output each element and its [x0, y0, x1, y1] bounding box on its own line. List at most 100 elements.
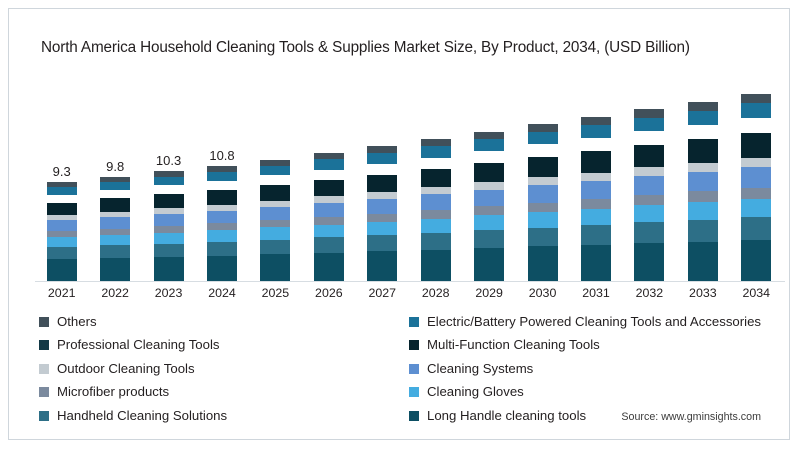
bar-segment [741, 157, 772, 168]
bar-segment [687, 220, 718, 242]
bar-segment [260, 175, 290, 185]
bar-segment [100, 190, 130, 198]
legend-item[interactable]: Outdoor Cleaning Tools [39, 361, 195, 377]
bar-segment [527, 131, 558, 145]
legend-label: Handheld Cleaning Solutions [57, 407, 228, 423]
bar-segment [741, 94, 772, 104]
legend-item[interactable]: Cleaning Gloves [409, 384, 524, 400]
bar-segment [46, 181, 77, 187]
bar-segment [527, 177, 558, 186]
bar-segment [528, 144, 558, 157]
bar-segment [313, 224, 344, 238]
bar-segment [100, 257, 131, 281]
bar-segment [46, 215, 77, 221]
bar-2033[interactable] [687, 101, 718, 281]
bar-segment [634, 194, 665, 206]
bar-segment [687, 101, 718, 111]
bar-segment [367, 213, 398, 222]
bar-2025[interactable] [260, 159, 291, 281]
bar-2031[interactable] [581, 116, 611, 281]
legend-item[interactable]: Cleaning Systems [409, 361, 533, 377]
bar-segment [687, 191, 718, 203]
x-axis-tick-labels: 2021 2022 2023 2024 2025 2026 2027 2028 2029 2030… [35, 286, 783, 306]
x-tick-2027: 2027 [368, 286, 397, 300]
legend-item[interactable]: Handheld Cleaning Solutions [39, 408, 227, 424]
legend-item[interactable]: Electric/Battery Powered Cleaning Tools … [409, 314, 761, 330]
bar-segment [474, 151, 504, 163]
bar-segment [581, 180, 611, 199]
bar-2024[interactable]: 10.8 [207, 148, 237, 281]
x-tick-2023: 2023 [154, 286, 183, 300]
legend-item[interactable]: Microfiber products [39, 384, 169, 400]
bar-segment [100, 234, 131, 246]
bar-segment [207, 189, 237, 205]
bar-2028[interactable] [420, 139, 451, 281]
bar-segment [367, 235, 398, 252]
bar-segment [153, 243, 184, 257]
x-tick-2025: 2025 [261, 286, 290, 300]
bar-segment [474, 162, 505, 183]
bar-segment [153, 232, 184, 244]
bar-2029[interactable] [474, 131, 505, 281]
legend-item[interactable]: Professional Cleaning Tools [39, 337, 220, 353]
legend-swatch-icon [39, 340, 49, 351]
bar-segment [46, 247, 77, 260]
legend-swatch-icon [409, 340, 419, 351]
bar-segment [420, 232, 451, 250]
bar-segment [634, 176, 665, 195]
bar-segment [153, 256, 184, 281]
bar-segment [421, 158, 451, 169]
bar-segment [367, 153, 398, 164]
legend-item[interactable]: Long Handle cleaning tools [409, 408, 586, 424]
legend-item[interactable]: Others [39, 314, 97, 330]
x-tick-2029: 2029 [475, 286, 503, 300]
bar-segment [527, 157, 558, 178]
bar-2022[interactable]: 9.8 [100, 159, 131, 281]
bar-segment [313, 216, 344, 225]
bar-2032[interactable] [634, 109, 665, 281]
legend-swatch-icon [39, 363, 49, 374]
chart-title: North America Household Cleaning Tools &… [41, 39, 690, 56]
chart-legend: Others Professional Cleaning Tools Outdoor… [39, 314, 784, 426]
bar-segment [527, 185, 558, 203]
bar-2034[interactable] [741, 94, 772, 281]
bar-segment [634, 243, 665, 281]
bar-segment [260, 220, 291, 228]
bar-segment [474, 215, 505, 231]
bar-segment [207, 210, 237, 224]
bar-segment [420, 139, 451, 147]
bar-2023[interactable]: 10.3 [153, 153, 184, 281]
bar-segment [420, 146, 451, 158]
x-tick-2022: 2022 [101, 286, 129, 300]
bar-segment [207, 241, 237, 256]
bar-2021[interactable]: 9.3 [46, 164, 77, 281]
bar-segment [46, 231, 77, 238]
x-tick-2024: 2024 [208, 286, 236, 300]
bar-segment [313, 202, 344, 217]
bar-segment [46, 259, 77, 281]
bar-segment [687, 241, 718, 281]
bar-segment [260, 200, 291, 207]
bar-segment [420, 168, 451, 188]
bar-segment [634, 167, 665, 177]
legend-item[interactable]: Multi-Function Cleaning Tools [409, 337, 600, 353]
bar-segment [260, 227, 291, 240]
bar-segment [741, 133, 772, 158]
bar-segment [420, 209, 451, 219]
bar-segment [741, 118, 771, 133]
bar-segment [420, 218, 451, 233]
bar-segment [153, 194, 184, 209]
chart-card: North America Household Cleaning Tools &… [8, 8, 790, 440]
bar-segment [313, 237, 344, 253]
bar-segment [634, 131, 664, 145]
bar-segment [634, 205, 665, 223]
bar-2026[interactable] [313, 152, 344, 281]
bar-2030[interactable] [527, 124, 558, 281]
x-tick-2032: 2032 [635, 286, 664, 300]
bar-segment [527, 124, 558, 132]
bar-2027[interactable] [367, 146, 398, 281]
x-tick-2033: 2033 [689, 286, 717, 300]
bar-segment [687, 110, 718, 126]
bar-segment [207, 255, 237, 281]
legend-label: Cleaning Gloves [427, 384, 524, 400]
